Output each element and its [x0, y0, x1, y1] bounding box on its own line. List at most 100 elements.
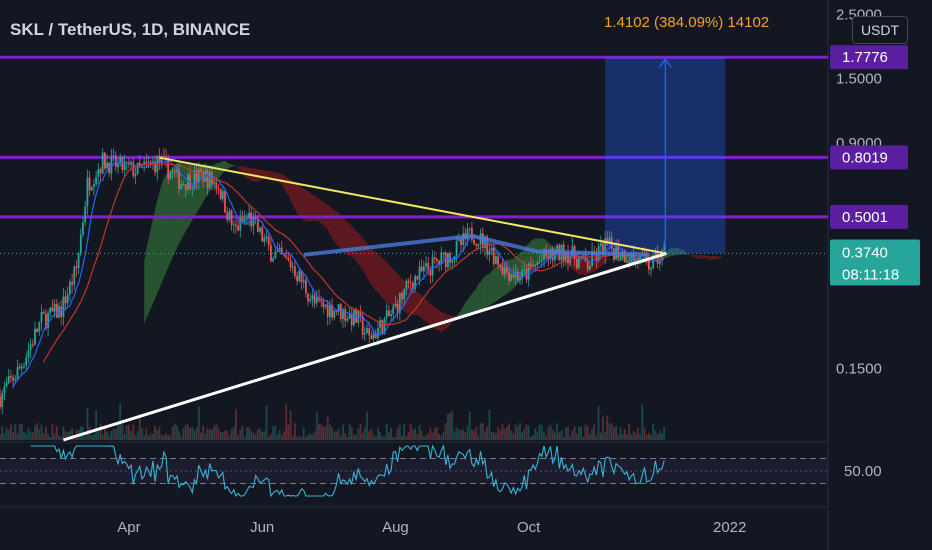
candle [171, 171, 174, 172]
candle [416, 276, 419, 280]
volume-bar [610, 423, 613, 440]
candle [398, 293, 401, 314]
volume-bar [527, 425, 530, 440]
measure-label: 1.4102 (384.09%) 14102 [604, 14, 770, 31]
volume-bar [163, 435, 165, 440]
candle [263, 238, 266, 242]
volume-bar [329, 424, 331, 440]
volume-bar [471, 429, 473, 440]
time-tick: 2022 [713, 519, 746, 536]
volume-bar [184, 424, 187, 440]
cloud-segment [699, 255, 702, 259]
cloud-segment [161, 178, 164, 283]
candle [488, 250, 491, 255]
volume-bar [307, 435, 309, 440]
volume-bar [392, 436, 395, 440]
volume-bar [128, 424, 130, 440]
volume-bar [643, 427, 646, 440]
candle [468, 228, 471, 230]
candle [206, 170, 209, 188]
trendlines[interactable] [62, 156, 667, 442]
volume-bar [525, 424, 528, 440]
candle [363, 333, 366, 335]
volume-bar [433, 428, 436, 440]
price-axis[interactable]: 2.50001.50000.90000.150050.001.77760.801… [830, 6, 920, 480]
volume-bar [556, 423, 558, 440]
candle [370, 335, 373, 340]
volume-bar [215, 423, 218, 440]
candle [549, 248, 552, 260]
cloud-segment [168, 170, 171, 268]
candle [490, 247, 493, 251]
volume-bar [617, 434, 620, 440]
cloud-segment [430, 303, 433, 327]
candle [418, 266, 421, 280]
candles [0, 147, 665, 414]
volume-bar [632, 431, 635, 440]
candle [302, 280, 305, 283]
candle [55, 303, 58, 318]
cloud-segment [391, 266, 394, 307]
candle [477, 244, 480, 246]
volume-bar [202, 425, 205, 440]
candle [333, 310, 336, 318]
candle [178, 168, 180, 189]
candle [337, 304, 340, 312]
volume-bar [60, 436, 63, 440]
candle [294, 266, 296, 276]
candle [455, 241, 458, 257]
candle [270, 245, 272, 262]
currency-button[interactable]: USDT [852, 16, 908, 44]
volume-bar [298, 436, 301, 440]
candle [374, 333, 377, 338]
cloud-segment [270, 171, 274, 178]
price-tick: 1.5000 [836, 71, 882, 88]
candle [104, 152, 106, 169]
time-axis[interactable]: Apr Jun Aug Oct 2022 [117, 519, 746, 536]
volume-bar [425, 435, 427, 440]
cloud-segment [308, 191, 311, 223]
volume-bar [182, 428, 185, 440]
candle [235, 224, 237, 226]
candle [322, 301, 325, 307]
volume-bar [639, 434, 641, 440]
cloud-segment [332, 208, 335, 242]
cloud-segment [432, 305, 435, 330]
candle [60, 306, 63, 317]
candle [329, 304, 331, 318]
symbol-title[interactable]: SKL / TetherUS, 1D, BINANCE [10, 20, 251, 39]
volume-bar [466, 425, 469, 440]
candle [136, 162, 139, 174]
volume-bar [189, 428, 191, 440]
volume-bar [311, 434, 314, 440]
volume-bar [595, 435, 598, 440]
cloud-segment [174, 164, 177, 253]
volume-bar [571, 430, 574, 440]
volume-bar [143, 435, 146, 440]
target-zone[interactable] [605, 57, 726, 254]
volume-bar [95, 410, 97, 440]
horizontal-levels[interactable] [0, 55, 828, 254]
volume-bar [599, 432, 602, 440]
volume-bar [486, 426, 489, 440]
rsi-level-label: 50.00 [844, 463, 882, 480]
candle [138, 162, 141, 167]
volume-bar [447, 414, 449, 440]
volume-bar [431, 432, 434, 440]
candle [444, 252, 447, 268]
candle [401, 293, 403, 300]
candle [632, 252, 635, 261]
candle [215, 182, 218, 190]
volume-bar [259, 428, 261, 440]
candle [66, 294, 69, 304]
cloud-segment [694, 254, 697, 259]
volume-bar [165, 433, 167, 440]
cloud-segment [474, 288, 477, 313]
candle [230, 210, 233, 226]
cloud-segment [246, 166, 250, 180]
cloud-segment [268, 170, 271, 179]
volume-bar [584, 424, 587, 440]
volume-bar [593, 424, 596, 440]
candle [543, 249, 545, 261]
